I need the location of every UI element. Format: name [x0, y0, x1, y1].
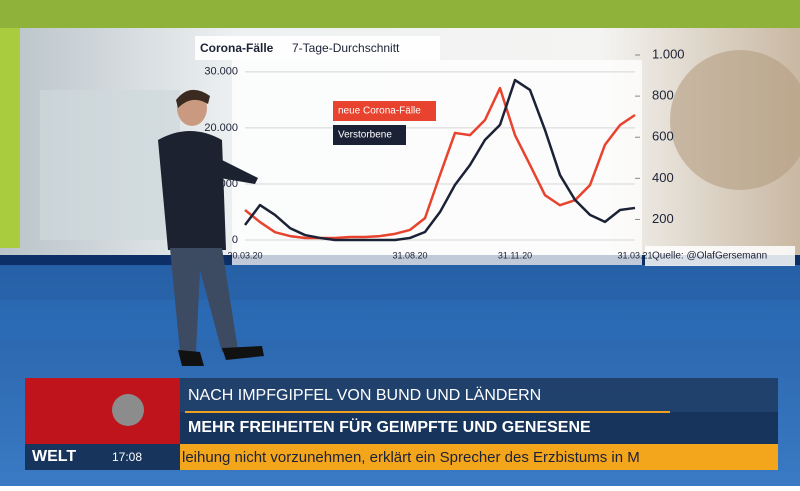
chart-subtitle: 7-Tage-Durchschnitt — [292, 41, 400, 55]
presenter — [158, 89, 264, 366]
studio-wall — [0, 0, 800, 28]
y2-tick-label: 1.000 — [652, 46, 685, 61]
time: 17:08 — [112, 450, 142, 464]
y-tick-label: 0 — [232, 234, 238, 246]
source-box — [645, 246, 795, 266]
source: Quelle: @OlafGersemann — [652, 251, 767, 262]
virus-image — [670, 50, 800, 190]
legend-swatch — [333, 125, 406, 145]
ticker-box — [180, 444, 778, 470]
chart: 010.00020.00030.0002004006008001.00030.0… — [204, 46, 684, 260]
legend-label: Verstorbene — [338, 130, 392, 141]
bed-image — [40, 90, 180, 240]
kicker: NACH IMPFGIPFEL VON BUND UND LÄNDERN — [188, 386, 541, 404]
chart-title: Corona-Fälle — [200, 41, 274, 55]
floor-stripe — [0, 300, 800, 340]
banner-image — [25, 378, 180, 444]
y2-tick-label: 200 — [652, 211, 674, 226]
channel: WELT — [32, 448, 76, 465]
banner-icon — [112, 394, 144, 426]
ticker: leihung nicht vorzunehmen, erklärt ein S… — [182, 449, 640, 466]
series-line — [244, 86, 636, 240]
x-tick-label: 31.11.20 — [498, 250, 532, 260]
legend-swatch — [333, 101, 436, 121]
channel-box — [25, 444, 180, 470]
kicker-box — [180, 378, 778, 412]
headline-box — [180, 412, 778, 444]
legend-label: neue Corona-Fälle — [338, 106, 421, 117]
y2-tick-label: 600 — [652, 129, 674, 144]
headline: MEHR FREIHEITEN FÜR GEIMPFTE UND GENESEN… — [188, 417, 591, 436]
y2-tick-label: 400 — [652, 170, 674, 185]
x-tick-label: 30.03.20 — [227, 250, 262, 260]
series-line — [244, 78, 636, 242]
wall-accent — [0, 28, 20, 248]
y-tick-label: 20.000 — [204, 122, 238, 134]
plot-area — [232, 60, 642, 265]
x-tick-label: 31.03.21 — [617, 250, 652, 260]
y-tick-label: 30.000 — [204, 66, 238, 78]
y2-tick-label: 800 — [652, 88, 674, 103]
title-box — [195, 36, 440, 60]
x-tick-label: 31.08.20 — [392, 250, 427, 260]
